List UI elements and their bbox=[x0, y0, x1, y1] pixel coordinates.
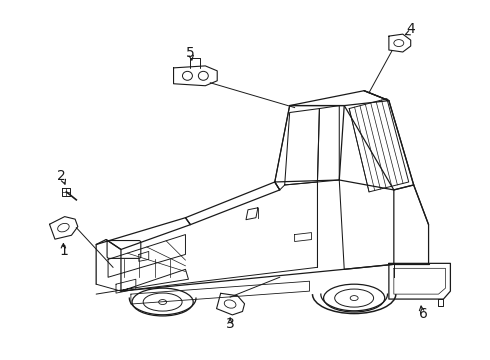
Text: 4: 4 bbox=[406, 22, 415, 36]
Text: 2: 2 bbox=[57, 169, 66, 183]
Text: 1: 1 bbox=[59, 244, 68, 258]
Text: 3: 3 bbox=[226, 317, 235, 331]
Text: 5: 5 bbox=[186, 46, 195, 60]
Text: 6: 6 bbox=[419, 307, 428, 321]
